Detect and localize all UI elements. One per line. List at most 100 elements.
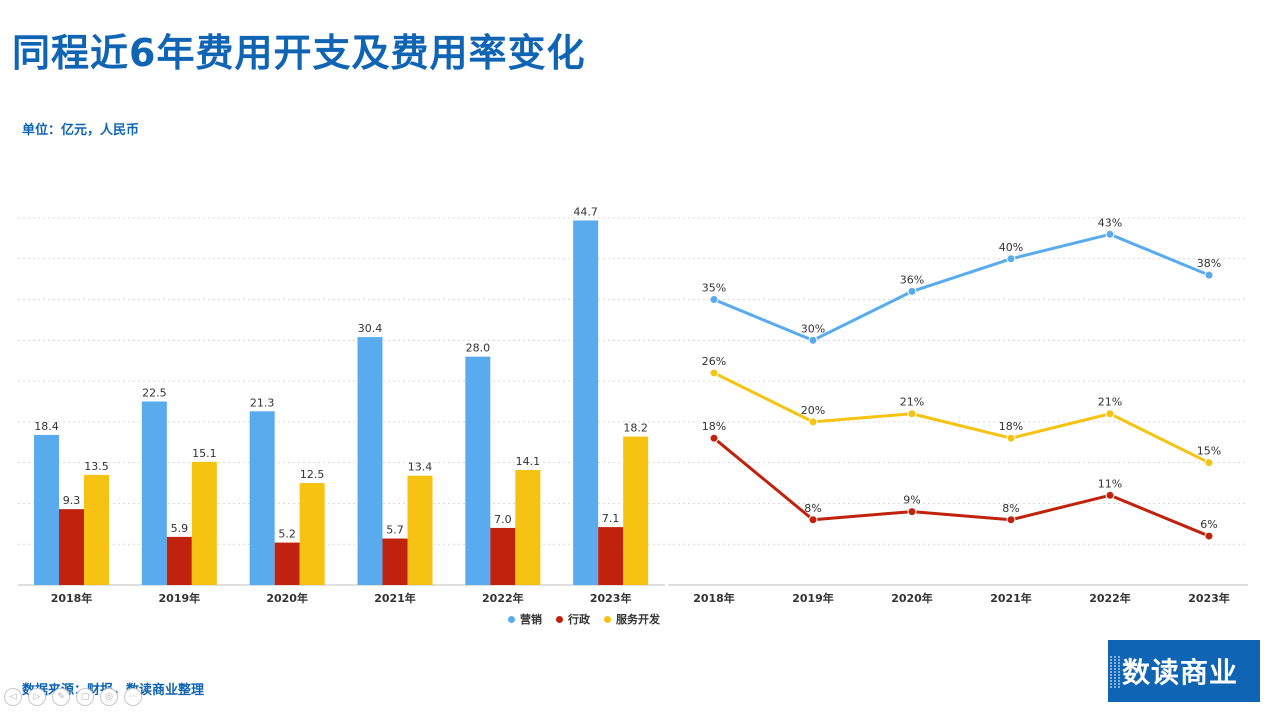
line-data-label: 6% [1200,518,1217,531]
bar [249,411,275,585]
line-point [709,433,719,443]
line-data-label: 36% [900,273,924,286]
line-x-tick-label: 2018年 [693,591,735,605]
bar [490,527,516,585]
line-point [907,507,917,517]
line-point [1105,229,1115,239]
bar [299,483,325,585]
bar-x-tick-label: 2018年 [51,591,93,605]
legend-item-service[interactable]: 服务开发 [604,611,660,627]
line-x-tick-label: 2020年 [891,591,933,605]
line-data-label: 18% [702,420,726,433]
bar-data-label: 15.1 [192,447,217,460]
line-x-tick-label: 2023年 [1188,591,1230,605]
bar-data-label: 44.7 [573,205,598,218]
legend-item-marketing[interactable]: 营销 [508,611,542,627]
bar-data-label: 14.1 [516,455,541,468]
line-point [1204,531,1214,541]
legend-label-marketing: 营销 [520,613,542,626]
bar [407,475,433,585]
legend-marker-icon [604,615,611,623]
page-title: 同程近6年费用开支及费用率变化 [12,31,586,75]
bar-data-label: 12.5 [300,468,325,481]
bar [623,436,649,585]
bar [34,434,59,585]
line-data-label: 38% [1197,257,1221,270]
line-data-label: 20% [801,404,825,417]
bar-x-tick-label: 2020年 [266,591,308,605]
bar [84,474,109,585]
bar [515,470,541,585]
line-point [1105,409,1115,419]
line-point [1006,433,1016,443]
line-series-营销 [713,232,1210,342]
line-series-服务开发 [713,371,1210,465]
legend-label-admin: 行政 [568,613,590,626]
logo-text: 数读商业 [1122,656,1239,689]
line-point [808,335,818,345]
zoom-icon[interactable]: ◎ [100,688,118,706]
bar [465,356,491,585]
legend-item-admin[interactable]: 行政 [556,611,590,627]
line-x-tick-label: 2021年 [990,591,1032,605]
bar-x-tick-label: 2023年 [590,591,632,605]
line-data-label: 9% [903,494,920,507]
bar-data-label: 5.9 [171,522,189,535]
bar-data-label: 21.3 [250,396,275,409]
line-data-label: 26% [702,355,726,368]
logo-subtext-icon [1110,656,1120,688]
line-point [808,417,818,427]
line-data-label: 18% [999,420,1023,433]
more-icon[interactable]: ⋯ [124,688,142,706]
bar-data-label: 7.1 [602,512,620,525]
line-data-label: 40% [999,241,1023,254]
line-data-label: 11% [1098,477,1122,490]
line-point [907,409,917,419]
line-point [1204,270,1214,280]
bar [598,527,624,585]
bar-data-label: 13.4 [408,461,433,474]
line-point [1006,254,1016,264]
copy-icon[interactable]: ▢ [76,688,94,706]
line-data-label: 35% [702,282,726,295]
line-data-label: 8% [1002,502,1019,515]
bar-data-label: 9.3 [63,494,81,507]
bar-data-label: 18.2 [623,422,648,435]
pen-icon[interactable]: ✎ [52,688,70,706]
slide-toolbar: ◁ ▷ ✎ ▢ ◎ ⋯ [4,688,142,706]
bar-data-label: 28.0 [466,342,491,355]
bar-data-label: 7.0 [494,513,512,526]
bar [382,538,408,585]
line-point [1105,490,1115,500]
bar-x-tick-label: 2019年 [159,591,201,605]
unit-label: 单位：亿元，人民币 [22,123,140,138]
bar [274,542,300,585]
line-data-label: 43% [1098,216,1122,229]
bar [573,220,599,586]
line-data-label: 15% [1197,445,1221,458]
line-data-label: 21% [900,396,924,409]
bar [191,461,217,585]
line-x-tick-label: 2022年 [1089,591,1131,605]
line-point [1204,458,1214,468]
bar [141,401,167,585]
bar [59,509,84,585]
line-point [709,295,719,305]
bar-data-label: 13.5 [84,460,109,473]
bar-data-label: 18.4 [34,420,59,433]
bar-data-label: 22.5 [142,387,167,400]
line-data-label: 30% [801,322,825,335]
brand-logo: 数读商业 [1108,640,1260,702]
bar-data-label: 5.7 [386,524,404,537]
bar [357,337,383,585]
line-point [709,368,719,378]
bar [166,536,192,585]
prev-icon[interactable]: ◁ [4,688,22,706]
play-icon[interactable]: ▷ [28,688,46,706]
bar-x-tick-label: 2021年 [374,591,416,605]
legend-label-service: 服务开发 [616,613,660,626]
line-point [808,515,818,525]
bar-data-label: 5.2 [278,528,296,541]
line-series-行政 [713,437,1210,538]
